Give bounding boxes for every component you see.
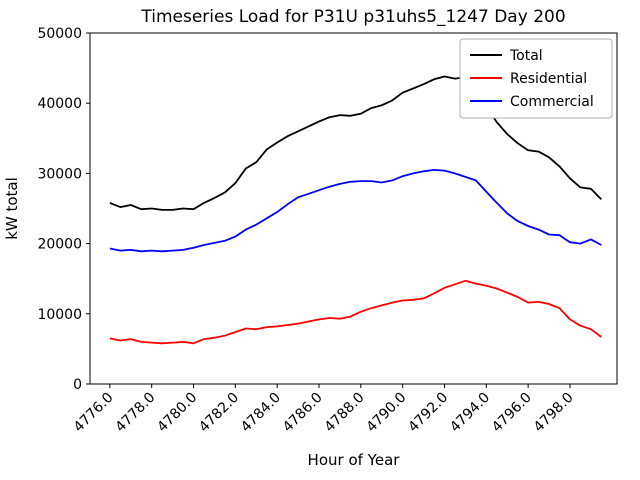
x-tick-label: 4792.0: [405, 390, 451, 436]
x-tick-label: 4798.0: [531, 390, 577, 436]
x-axis-label: Hour of Year: [308, 451, 401, 469]
y-tick-label: 20000: [37, 237, 82, 253]
x-tick-label: 4790.0: [364, 390, 410, 436]
legend-label-total: Total: [509, 48, 543, 64]
legend-label-commercial: Commercial: [510, 94, 594, 110]
y-tick-label: 50000: [37, 26, 82, 42]
x-tick-label: 4780.0: [154, 390, 200, 436]
series-line-residential: [109, 279, 602, 345]
x-tick-label: 4782.0: [196, 390, 242, 436]
x-tick-label: 4796.0: [489, 390, 535, 436]
x-tick-label: 4786.0: [280, 390, 326, 436]
y-tick-label: 30000: [37, 166, 82, 182]
x-tick-label: 4776.0: [71, 390, 117, 436]
y-axis-label: kW total: [3, 177, 21, 240]
y-tick-label: 0: [73, 377, 82, 393]
plot-border: [89, 32, 618, 385]
x-tick-label: 4784.0: [238, 390, 284, 436]
series-line-commercial: [109, 168, 602, 253]
y-tick-label: 40000: [37, 96, 82, 112]
x-tick-label: 4794.0: [447, 390, 493, 436]
x-tick-label: 4778.0: [113, 390, 159, 436]
legend-box: [459, 38, 613, 119]
x-tick-label: 4788.0: [322, 390, 368, 436]
series-line-total: [109, 75, 602, 211]
legend-label-residential: Residential: [510, 71, 587, 87]
chart-title: Timeseries Load for P31U p31uhs5_1247 Da…: [140, 7, 565, 27]
y-tick-label: 10000: [37, 307, 82, 323]
